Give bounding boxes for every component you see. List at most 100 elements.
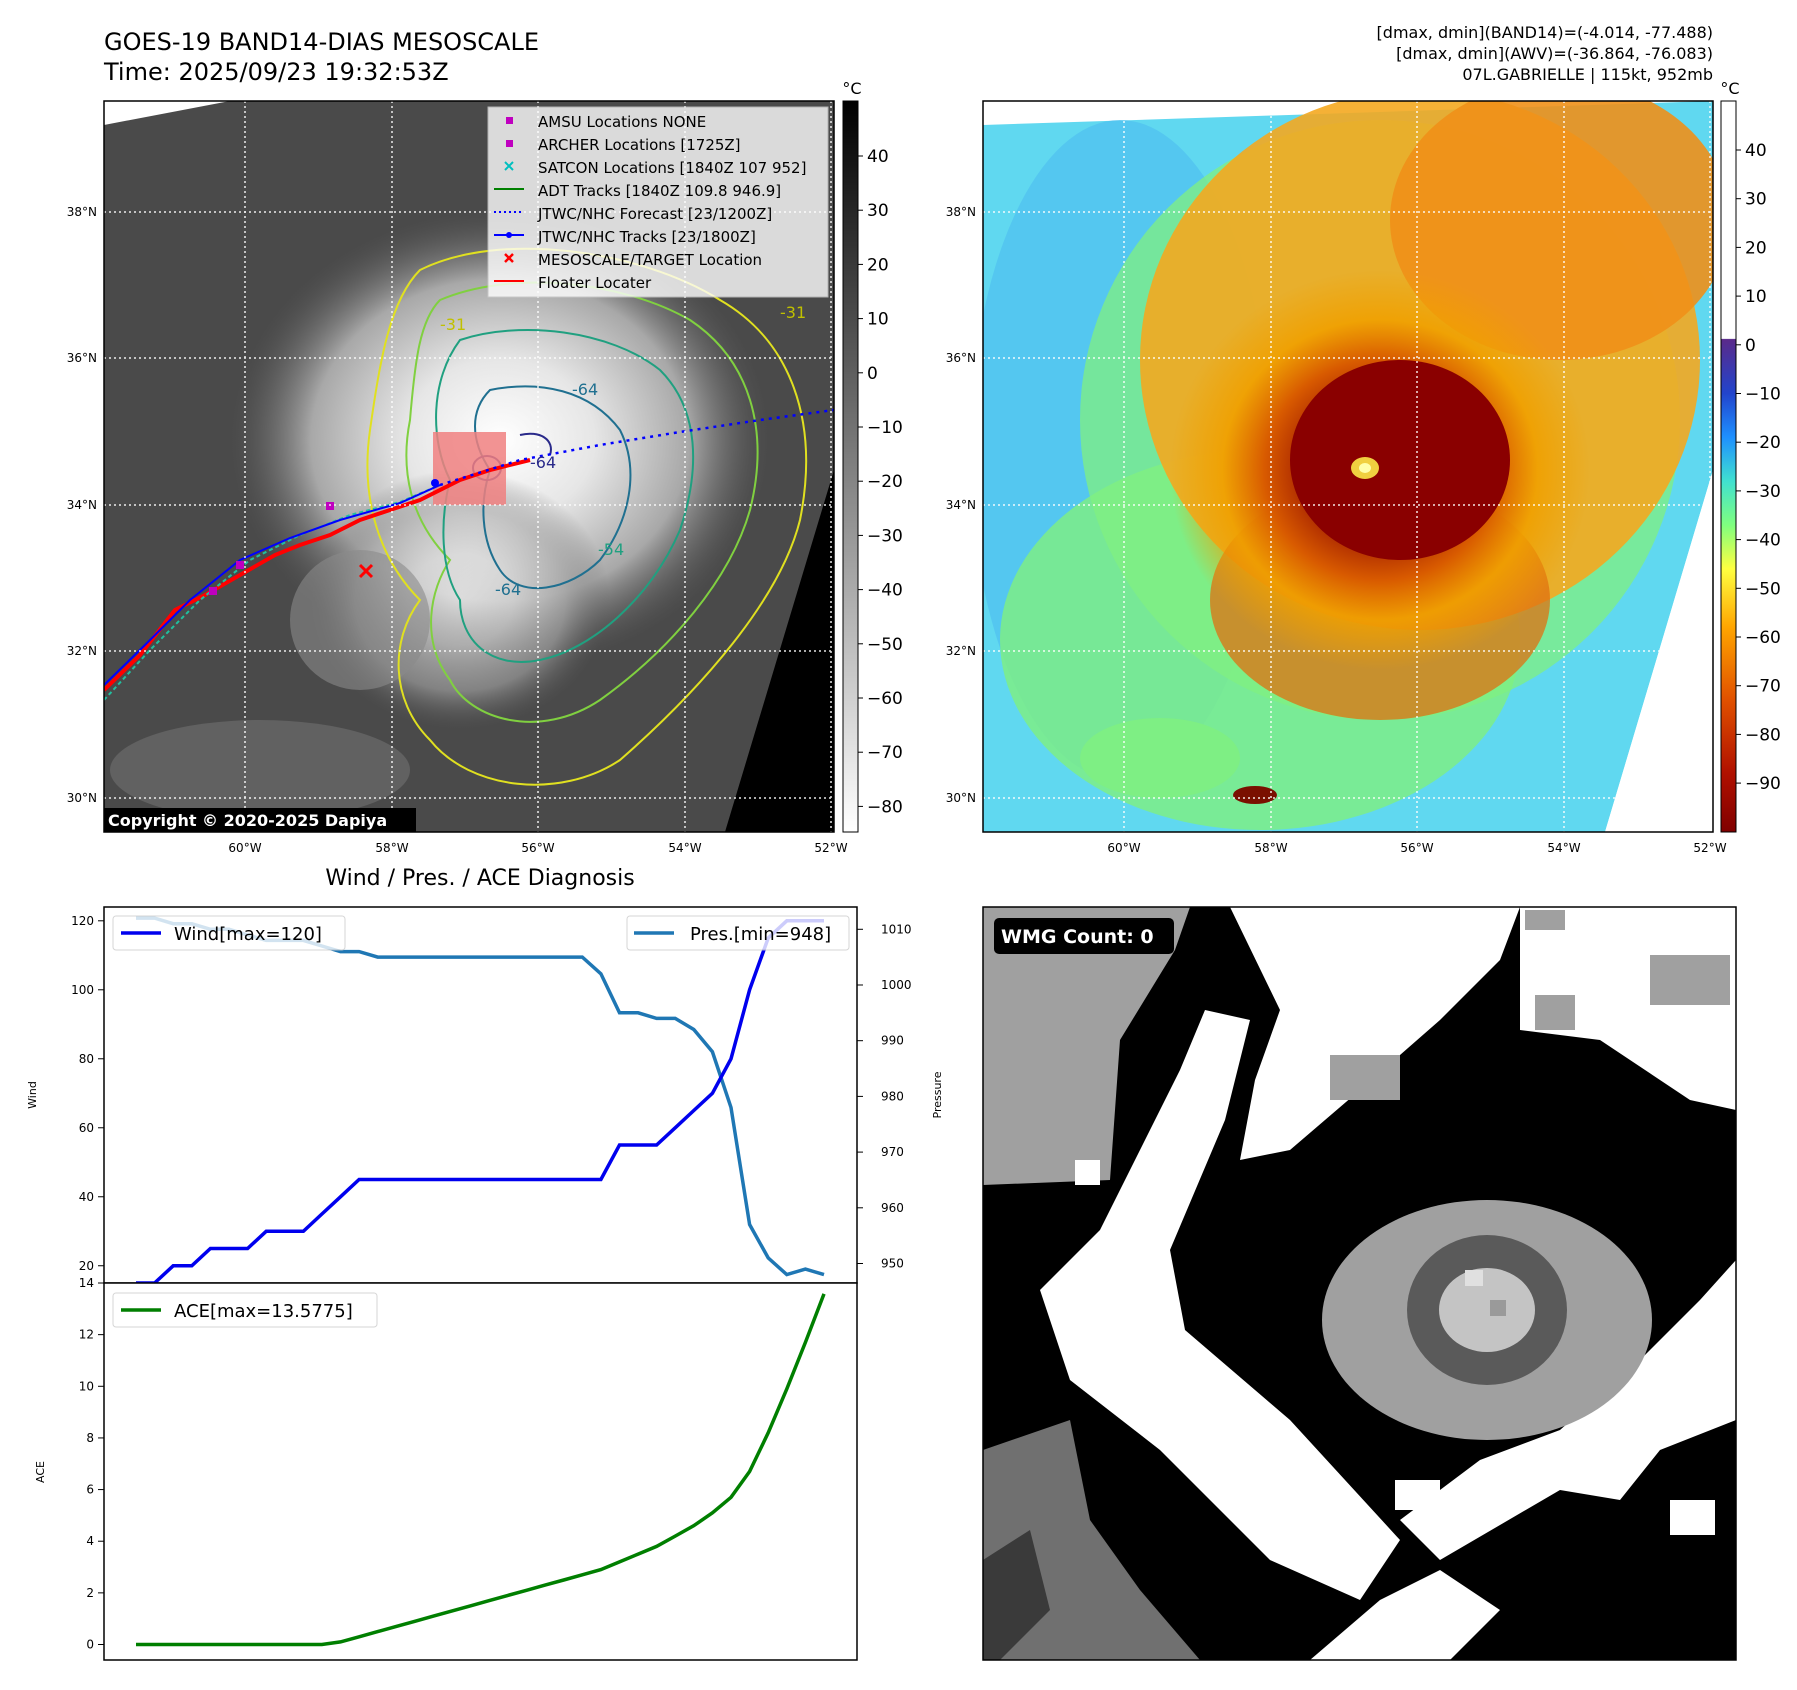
lat-label: 34°N bbox=[67, 498, 97, 512]
info-storm: 07L.GABRIELLE | 115kt, 952mb bbox=[1462, 65, 1713, 84]
lat-label: 30°N bbox=[67, 791, 97, 805]
wind-axis-tick-label: 100 bbox=[71, 983, 94, 997]
ir-colorbar-tick-label: −20 bbox=[867, 472, 903, 492]
ace-axis-tick-label: 4 bbox=[86, 1534, 94, 1548]
legend-amsu: AMSU Locations NONE bbox=[538, 113, 706, 131]
lon-label: 54°W bbox=[668, 841, 701, 855]
ace-legend-label: ACE[max=13.5775] bbox=[174, 1301, 353, 1322]
ir-colorbar-tick-label: −50 bbox=[867, 635, 903, 655]
ace-chart: 0 2 4 6 8 10 12 14 ACE ACE[max=13.5775] bbox=[34, 1276, 858, 1661]
wv-map-panel: 38°N 36°N 34°N 32°N 30°N 60°W 58°W 56°W … bbox=[946, 79, 1781, 855]
lat-label: 30°N bbox=[946, 791, 976, 805]
pressure-axis-label: Pressure bbox=[931, 1071, 944, 1118]
ir-map-legend: AMSU Locations NONE ARCHER Locations [17… bbox=[487, 106, 829, 298]
pressure-legend-label: Pres.[min=948] bbox=[690, 924, 831, 945]
wv-colorbar-tick-label: −90 bbox=[1745, 774, 1781, 794]
info-awv-range: [dmax, dmin](AWV)=(-36.864, -76.083) bbox=[1396, 44, 1713, 63]
ir-map-panel: -31 -31 -64 -64 -64 -54 Copyright © 2020… bbox=[67, 79, 903, 855]
wv-colorbar-tick-label: −70 bbox=[1745, 677, 1781, 697]
legend-archer: ARCHER Locations [1725Z] bbox=[538, 136, 741, 154]
legend-tracks: JTWC/NHC Tracks [23/1800Z] bbox=[537, 228, 756, 246]
lon-label: 58°W bbox=[375, 841, 408, 855]
wv-colorbar-tick-label: 0 bbox=[1745, 336, 1756, 356]
wind-legend-label: Wind[max=120] bbox=[174, 924, 322, 945]
ace-series-line bbox=[136, 1293, 826, 1647]
contour-label: -64 bbox=[495, 580, 521, 599]
wv-colorbar-tick-label: −50 bbox=[1745, 579, 1781, 599]
ace-axis-label: ACE bbox=[34, 1461, 47, 1483]
lat-label: 38°N bbox=[67, 205, 97, 219]
figure-title: GOES-19 BAND14-DIAS MESOSCALE bbox=[104, 28, 539, 56]
copyright-badge bbox=[104, 808, 416, 832]
ace-axis-tick-label: 8 bbox=[86, 1431, 94, 1445]
contour-label: -31 bbox=[440, 315, 466, 334]
lat-label: 38°N bbox=[946, 205, 976, 219]
ace-axis-tick-label: 10 bbox=[79, 1379, 94, 1393]
wind-axis-tick-label: 40 bbox=[79, 1190, 94, 1204]
wv-colorbar-tick-label: 10 bbox=[1745, 287, 1767, 307]
wmg-badge bbox=[994, 918, 1174, 954]
lat-label: 36°N bbox=[946, 351, 976, 365]
ir-colorbar-tick-label: −60 bbox=[867, 689, 903, 709]
contour-label: -64 bbox=[572, 380, 598, 399]
wmg-panel: WMG Count: 0 bbox=[982, 906, 1737, 1661]
lon-label: 54°W bbox=[1547, 841, 1580, 855]
pressure-axis-tick-label: 980 bbox=[881, 1089, 904, 1103]
ir-colorbar-tick-label: −30 bbox=[867, 526, 903, 546]
lon-label: 58°W bbox=[1254, 841, 1287, 855]
wind-axis-tick-label: 120 bbox=[71, 914, 94, 928]
lon-label: 60°W bbox=[1107, 841, 1140, 855]
info-band14-range: [dmax, dmin](BAND14)=(-4.014, -77.488) bbox=[1377, 23, 1713, 42]
diagnosis-title: Wind / Pres. / ACE Diagnosis bbox=[325, 866, 634, 891]
ir-colorbar-tick-label: −70 bbox=[867, 743, 903, 763]
ir-colorbar-tick-label: −80 bbox=[867, 797, 903, 817]
lon-label: 56°W bbox=[1400, 841, 1433, 855]
lon-label: 52°W bbox=[814, 841, 847, 855]
lon-label: 56°W bbox=[521, 841, 554, 855]
wv-colorbar: °C 40 30 20 10 0 −10 −20 −30 −40 −50 −60 −70 −80 −90 bbox=[1720, 79, 1781, 833]
wind-axis-tick-label: 60 bbox=[79, 1121, 94, 1135]
ace-legend: ACE[max=13.5775] bbox=[112, 1292, 378, 1328]
wind-axis-tick-label: 80 bbox=[79, 1052, 94, 1066]
ir-colorbar-tick-label: 40 bbox=[867, 147, 889, 167]
wv-colorbar-tick-label: 30 bbox=[1745, 190, 1767, 210]
legend-satcon: SATCON Locations [1840Z 107 952] bbox=[538, 159, 806, 177]
wind-axis-label: Wind bbox=[26, 1081, 39, 1109]
wv-colorbar-tick-label: −40 bbox=[1745, 531, 1781, 551]
pressure-axis-tick-label: 970 bbox=[881, 1145, 904, 1159]
wv-colorbar-tick-label: 40 bbox=[1745, 141, 1767, 161]
lat-label: 32°N bbox=[946, 644, 976, 658]
ir-colorbar-tick-label: 0 bbox=[867, 364, 878, 384]
contour-label: -64 bbox=[530, 453, 556, 472]
pressure-axis-tick-label: 960 bbox=[881, 1201, 904, 1215]
pressure-axis-tick-label: 990 bbox=[881, 1034, 904, 1048]
ir-colorbar-unit: °C bbox=[842, 79, 861, 98]
ace-axis-tick-label: 6 bbox=[86, 1483, 94, 1497]
wind-series-line bbox=[136, 919, 824, 1283]
ir-colorbar-tick-label: −10 bbox=[867, 418, 903, 438]
copyright-text: Copyright © 2020-2025 Dapiya bbox=[108, 811, 387, 830]
contour-label: -31 bbox=[780, 303, 806, 322]
wv-colorbar-tick-label: −30 bbox=[1745, 482, 1781, 502]
lat-label: 36°N bbox=[67, 351, 97, 365]
wind-axis-tick-label: 20 bbox=[79, 1259, 94, 1273]
ir-colorbar: °C 40 30 20 10 0 −10 −20 −30 −40 −50 −60 −70 −80 bbox=[842, 79, 903, 833]
wv-colorbar-tick-label: −60 bbox=[1745, 628, 1781, 648]
lat-label: 34°N bbox=[946, 498, 976, 512]
wmg-count: WMG Count: 0 bbox=[1001, 926, 1154, 948]
legend-forecast: JTWC/NHC Forecast [23/1200Z] bbox=[537, 205, 772, 223]
pressure-axis-tick-label: 1010 bbox=[881, 922, 912, 936]
wv-colorbar-tick-label: −10 bbox=[1745, 385, 1781, 405]
wind-legend: Wind[max=120] bbox=[112, 915, 346, 951]
pressure-legend: Pres.[min=948] bbox=[626, 915, 850, 951]
pressure-axis-tick-label: 950 bbox=[881, 1257, 904, 1271]
ace-axis-tick-label: 14 bbox=[79, 1276, 94, 1290]
legend-adt: ADT Tracks [1840Z 109.8 946.9] bbox=[538, 182, 781, 200]
lon-label: 52°W bbox=[1693, 841, 1726, 855]
figure-time: Time: 2025/09/23 19:32:53Z bbox=[103, 58, 449, 86]
wv-colorbar-tick-label: −80 bbox=[1745, 725, 1781, 745]
legend-floater: Floater Locater bbox=[538, 274, 652, 292]
ir-colorbar-tick-label: 10 bbox=[867, 310, 889, 330]
wv-colorbar-tick-label: −20 bbox=[1745, 433, 1781, 453]
wv-colorbar-tick-label: 20 bbox=[1745, 238, 1767, 258]
